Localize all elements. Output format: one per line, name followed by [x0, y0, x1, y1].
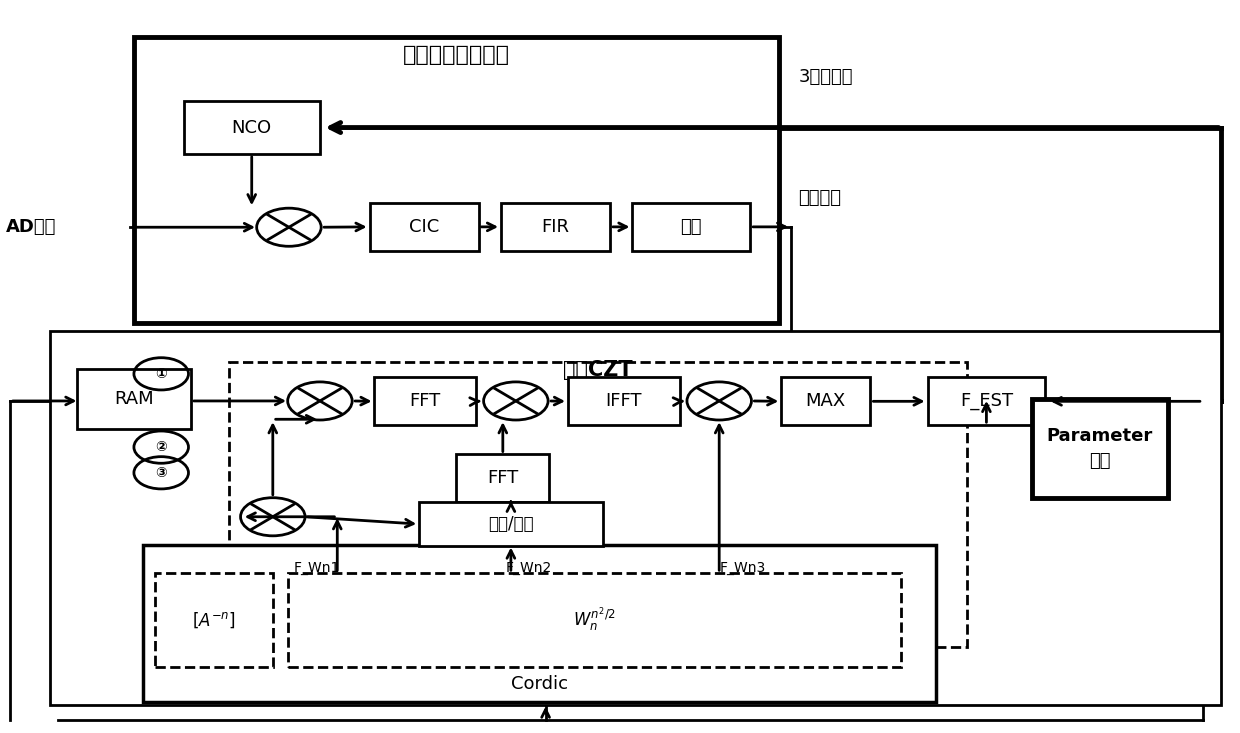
Text: F_Wn2: F_Wn2	[506, 561, 552, 575]
FancyBboxPatch shape	[134, 37, 779, 323]
Text: NCO: NCO	[232, 119, 272, 136]
Text: $[A^{-n}]$: $[A^{-n}]$	[192, 611, 236, 630]
Text: 数字阵列工作通道: 数字阵列工作通道	[403, 45, 510, 65]
Text: FFT: FFT	[487, 469, 518, 487]
FancyBboxPatch shape	[143, 545, 936, 702]
Text: 抽取: 抽取	[681, 218, 702, 236]
Text: MAX: MAX	[806, 392, 846, 410]
Text: 基带数据: 基带数据	[799, 189, 842, 207]
FancyBboxPatch shape	[501, 203, 610, 251]
Text: CIC: CIC	[409, 218, 439, 236]
Text: Cordic: Cordic	[511, 675, 568, 693]
Text: $W_n^{n^2/2}$: $W_n^{n^2/2}$	[573, 606, 616, 634]
FancyBboxPatch shape	[288, 573, 901, 667]
Text: Parameter
计算: Parameter 计算	[1047, 427, 1153, 471]
FancyBboxPatch shape	[184, 101, 320, 154]
FancyBboxPatch shape	[928, 377, 1045, 425]
Text: FIR: FIR	[542, 218, 569, 236]
Text: 迭代CZT: 迭代CZT	[563, 360, 632, 380]
FancyBboxPatch shape	[370, 203, 479, 251]
Text: RAM: RAM	[114, 390, 154, 408]
FancyBboxPatch shape	[77, 369, 191, 429]
FancyBboxPatch shape	[419, 502, 603, 546]
FancyBboxPatch shape	[50, 331, 1221, 705]
FancyBboxPatch shape	[1032, 399, 1168, 498]
Text: ③: ③	[155, 465, 167, 480]
Text: 3次迭代后: 3次迭代后	[799, 68, 853, 86]
Text: FFT: FFT	[409, 392, 441, 410]
Text: F_Wn3: F_Wn3	[719, 561, 765, 575]
FancyBboxPatch shape	[374, 377, 476, 425]
FancyBboxPatch shape	[155, 573, 273, 667]
Text: 拼接/共轭: 拼接/共轭	[489, 515, 533, 533]
Text: F_Wn1: F_Wn1	[294, 561, 340, 575]
FancyBboxPatch shape	[632, 203, 750, 251]
FancyBboxPatch shape	[781, 377, 870, 425]
FancyBboxPatch shape	[456, 454, 549, 502]
Text: F_EST: F_EST	[960, 392, 1013, 410]
FancyBboxPatch shape	[568, 377, 680, 425]
Text: IFFT: IFFT	[605, 392, 642, 410]
Text: ②: ②	[155, 440, 167, 454]
Text: ①: ①	[155, 366, 167, 381]
Text: AD数据: AD数据	[6, 218, 57, 236]
FancyBboxPatch shape	[229, 362, 967, 647]
